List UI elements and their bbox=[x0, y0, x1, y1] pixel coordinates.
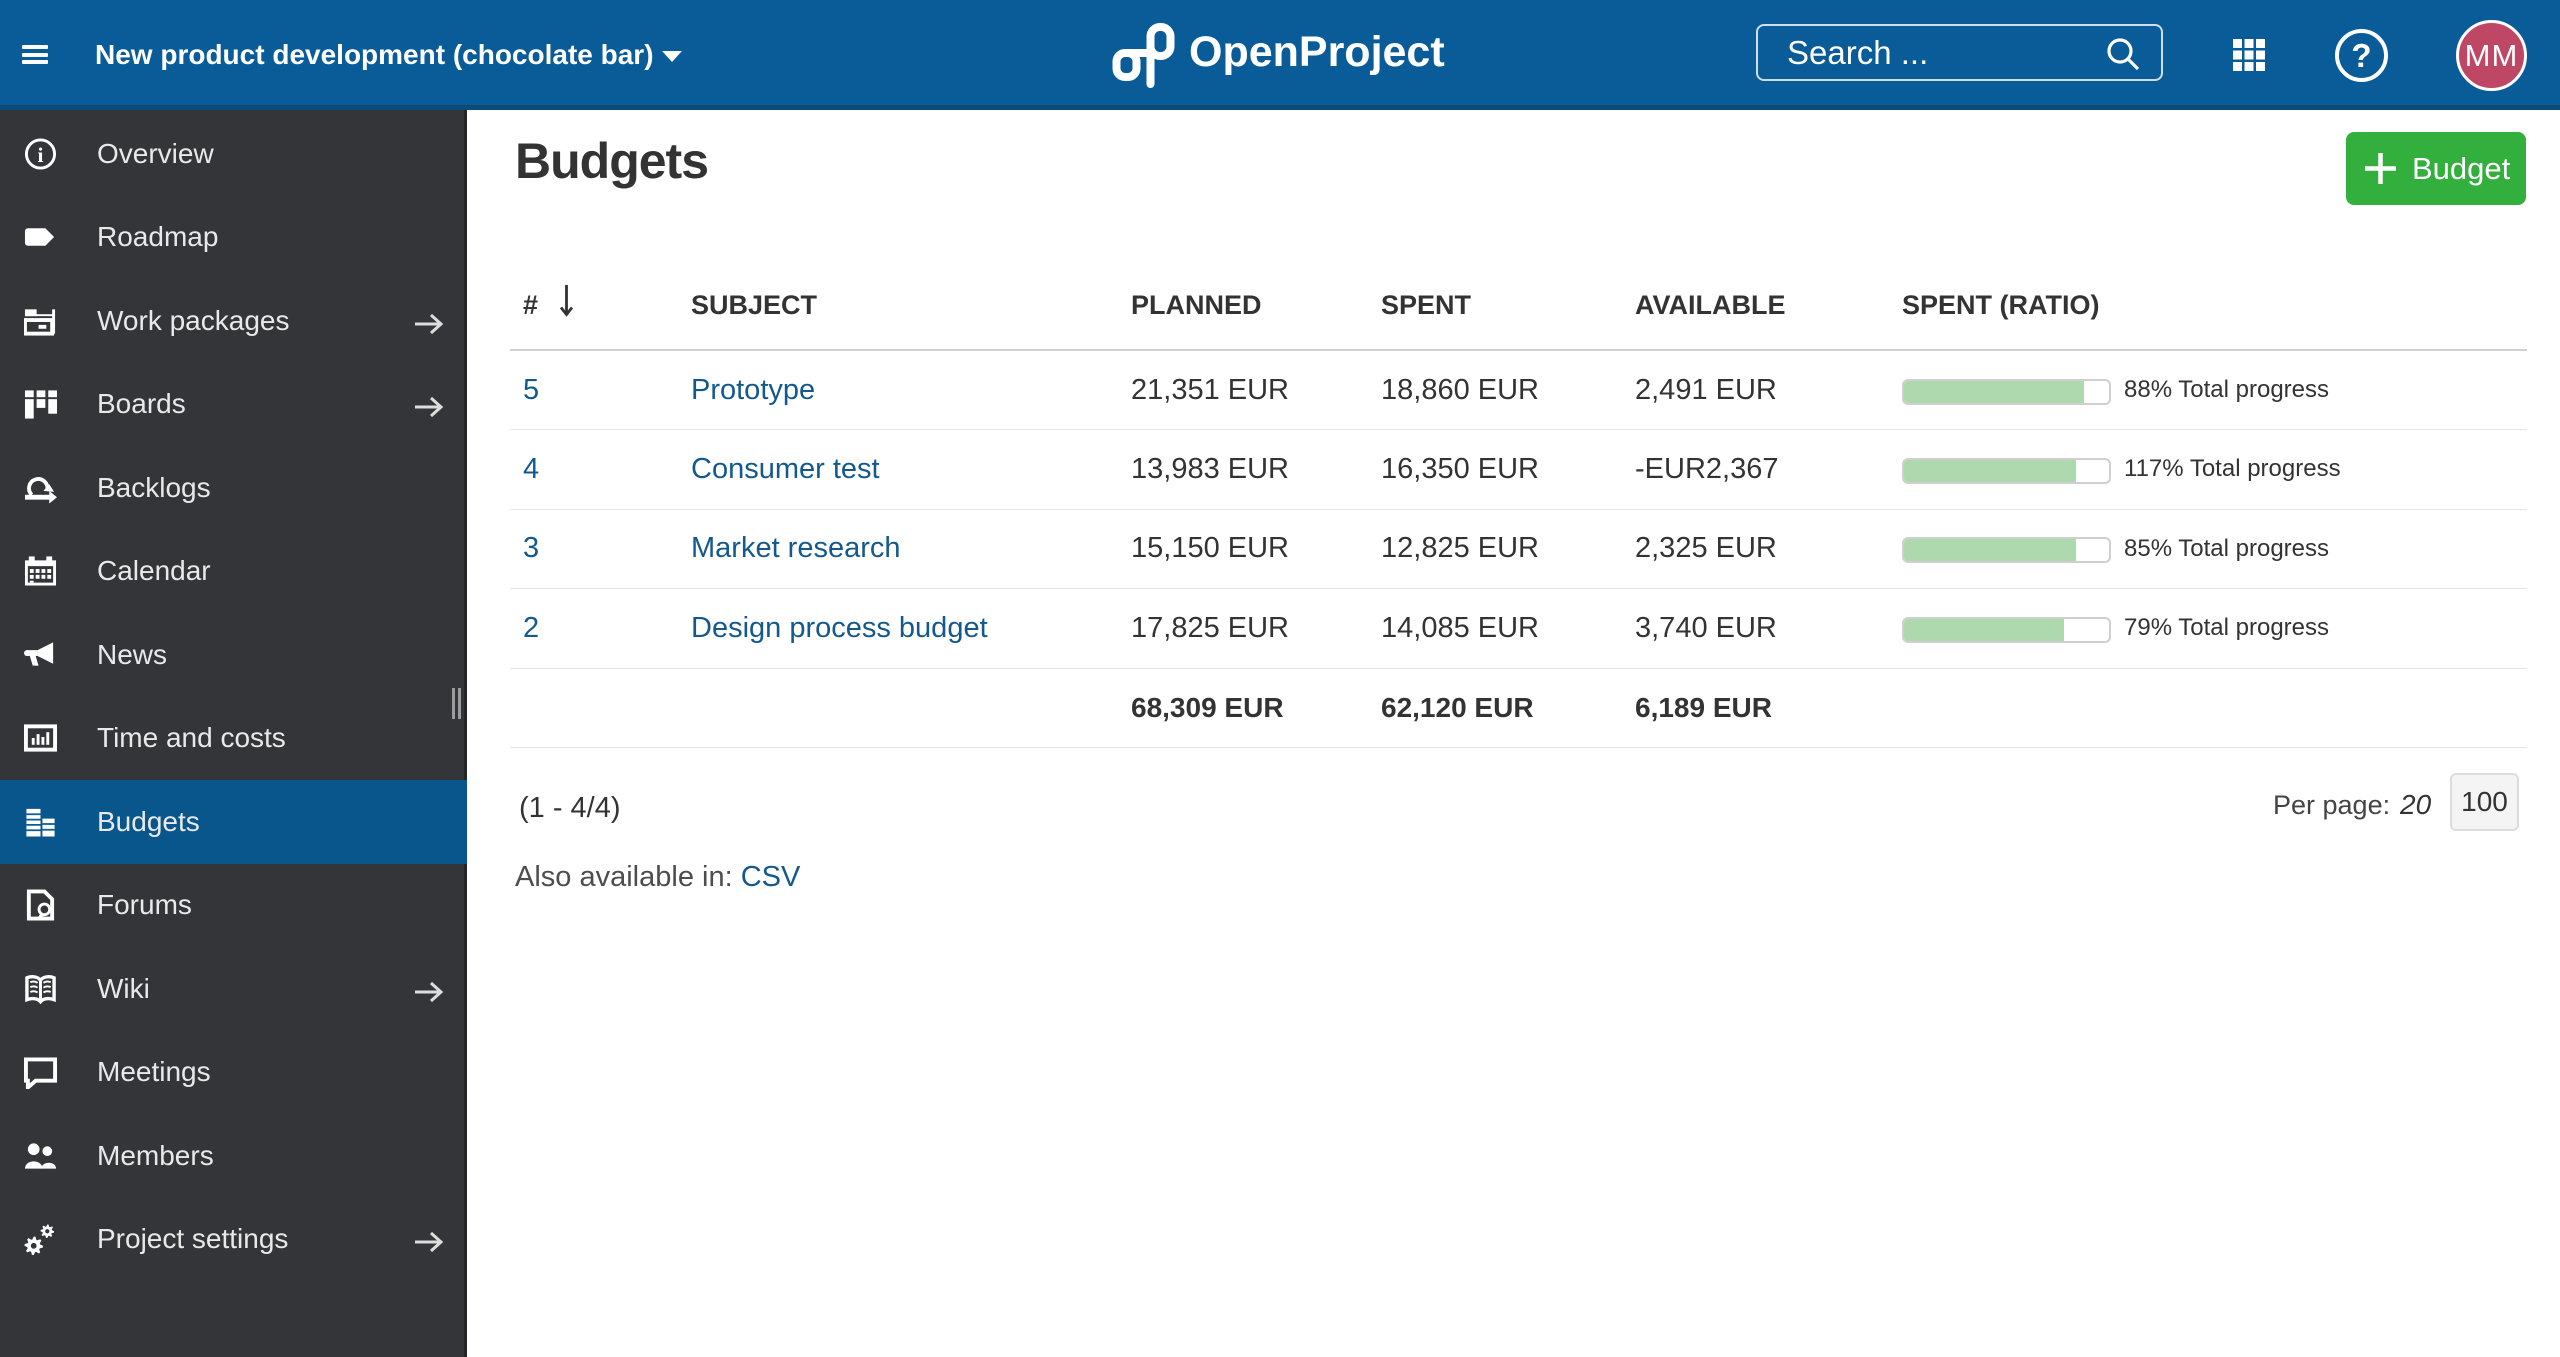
svg-text:i: i bbox=[38, 142, 44, 166]
